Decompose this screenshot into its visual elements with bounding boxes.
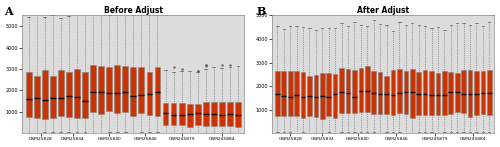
PathPatch shape <box>314 75 318 117</box>
PathPatch shape <box>429 71 434 115</box>
PathPatch shape <box>178 103 184 125</box>
PathPatch shape <box>390 70 396 115</box>
PathPatch shape <box>455 73 460 112</box>
PathPatch shape <box>346 69 350 113</box>
PathPatch shape <box>34 76 40 118</box>
PathPatch shape <box>122 66 128 112</box>
PathPatch shape <box>397 69 402 113</box>
PathPatch shape <box>275 71 280 116</box>
PathPatch shape <box>130 67 136 116</box>
PathPatch shape <box>26 72 32 117</box>
PathPatch shape <box>300 72 306 118</box>
PathPatch shape <box>480 71 485 114</box>
PathPatch shape <box>358 68 363 112</box>
PathPatch shape <box>462 70 466 113</box>
PathPatch shape <box>42 70 48 119</box>
PathPatch shape <box>333 74 338 118</box>
PathPatch shape <box>187 104 192 127</box>
PathPatch shape <box>487 70 492 115</box>
PathPatch shape <box>384 76 389 114</box>
PathPatch shape <box>58 70 64 116</box>
PathPatch shape <box>90 65 96 112</box>
PathPatch shape <box>307 76 312 116</box>
PathPatch shape <box>74 69 80 118</box>
PathPatch shape <box>448 72 453 115</box>
PathPatch shape <box>66 72 72 117</box>
PathPatch shape <box>138 67 144 113</box>
PathPatch shape <box>211 102 216 126</box>
PathPatch shape <box>98 66 104 114</box>
PathPatch shape <box>404 71 408 114</box>
PathPatch shape <box>372 71 376 114</box>
PathPatch shape <box>235 102 241 127</box>
PathPatch shape <box>352 70 356 113</box>
PathPatch shape <box>82 72 88 117</box>
PathPatch shape <box>326 73 331 116</box>
PathPatch shape <box>227 102 233 126</box>
PathPatch shape <box>294 71 299 116</box>
PathPatch shape <box>195 103 200 125</box>
PathPatch shape <box>474 71 479 115</box>
PathPatch shape <box>203 102 208 126</box>
PathPatch shape <box>423 70 428 115</box>
PathPatch shape <box>146 72 152 115</box>
Title: After Adjust: After Adjust <box>358 6 410 15</box>
PathPatch shape <box>378 72 382 114</box>
PathPatch shape <box>106 67 112 111</box>
PathPatch shape <box>114 65 120 113</box>
PathPatch shape <box>219 102 225 126</box>
PathPatch shape <box>410 69 414 118</box>
PathPatch shape <box>416 72 421 115</box>
PathPatch shape <box>50 76 56 118</box>
PathPatch shape <box>170 103 176 125</box>
Text: A: A <box>4 6 13 17</box>
PathPatch shape <box>320 73 324 119</box>
PathPatch shape <box>154 67 160 116</box>
PathPatch shape <box>436 73 440 115</box>
PathPatch shape <box>442 71 446 115</box>
Text: B: B <box>256 6 266 17</box>
Title: Before Adjust: Before Adjust <box>104 6 163 15</box>
PathPatch shape <box>288 71 292 116</box>
PathPatch shape <box>340 68 344 113</box>
PathPatch shape <box>365 66 370 112</box>
PathPatch shape <box>162 103 168 125</box>
PathPatch shape <box>468 70 472 117</box>
PathPatch shape <box>282 71 286 116</box>
